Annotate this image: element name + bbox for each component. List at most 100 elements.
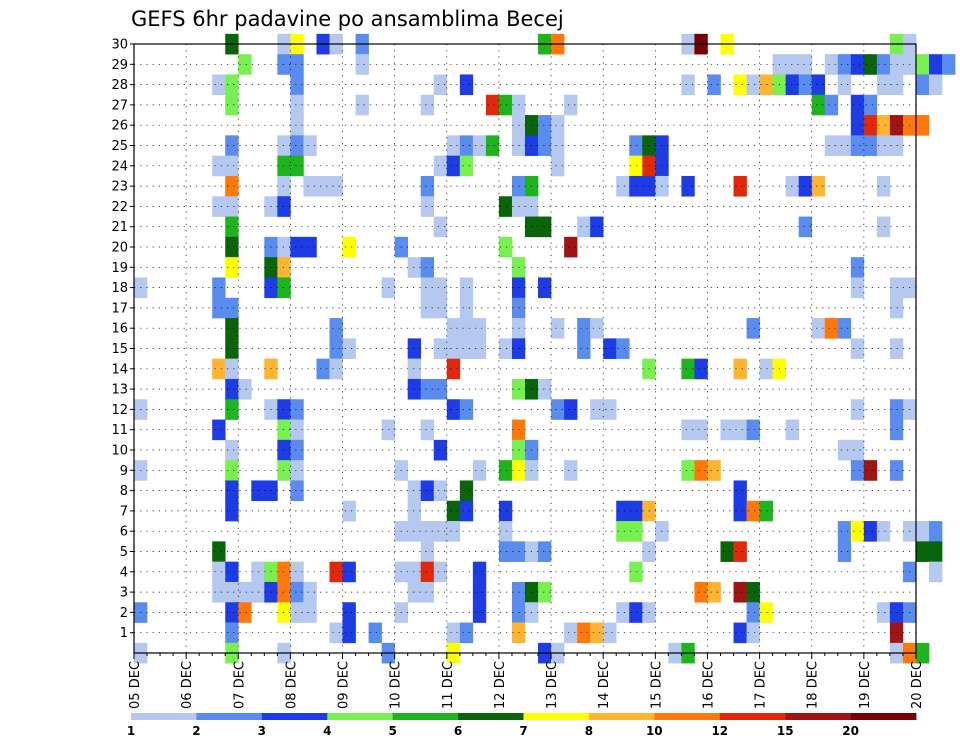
heatmap-cell (498, 521, 513, 542)
heatmap-cell (446, 318, 461, 339)
heatmap-cell (225, 602, 239, 623)
heatmap-cell (707, 74, 721, 96)
heatmap-cell (889, 115, 904, 136)
colorbar: 1 2 3 4 5 6 7 8 10 12 15 20 (127, 713, 917, 738)
y-tick-label: 26 (111, 119, 128, 134)
heatmap-cell (342, 236, 356, 258)
y-tick-label: 2 (120, 606, 128, 621)
y-tick-label: 10 (111, 444, 128, 459)
heatmap-cell (212, 419, 226, 441)
heatmap-cell (303, 602, 317, 623)
colorbar-label: 6 (454, 724, 462, 738)
heatmap-cell (407, 581, 422, 603)
heatmap-cell (342, 602, 356, 623)
heatmap-cell (329, 622, 343, 644)
heatmap-cell (889, 277, 904, 299)
heatmap-cell (290, 561, 304, 583)
heatmap-cell (498, 460, 513, 481)
y-tick-label: 15 (111, 342, 128, 357)
heatmap-cell (212, 74, 226, 96)
heatmap-cell (433, 521, 448, 542)
heatmap-cell (551, 135, 565, 156)
y-tick-label: 25 (111, 139, 128, 154)
heatmap-cell (759, 358, 773, 380)
heatmap-cell (251, 480, 265, 502)
heatmap-cell (629, 175, 643, 197)
heatmap-cell (916, 521, 930, 542)
heatmap-cell (459, 297, 474, 319)
heatmap-cell (590, 622, 604, 644)
heatmap-cell (616, 602, 630, 623)
colorbar-label: 10 (646, 724, 663, 738)
heatmap-cell (603, 622, 617, 644)
colorbar-swatch (327, 713, 394, 720)
heatmap-cell (472, 561, 487, 583)
heatmap-cell (824, 318, 839, 339)
heatmap-cell (472, 460, 487, 481)
heatmap-cell (681, 175, 695, 197)
heatmap-cell (629, 521, 643, 542)
heatmap-cell (889, 622, 904, 644)
heatmap-cell (889, 338, 904, 359)
heatmap-cell (290, 54, 304, 75)
y-tick-label: 1 (120, 626, 128, 641)
heatmap-cell (225, 297, 239, 319)
heatmap-cell (446, 399, 461, 420)
heatmap-cell (538, 581, 552, 603)
y-tick-label: 29 (111, 58, 128, 73)
heatmap-cell (277, 419, 291, 441)
heatmap-cell (564, 460, 578, 481)
heatmap-cell (433, 277, 448, 299)
y-tick-label: 28 (111, 78, 128, 93)
heatmap-cell (876, 135, 891, 156)
heatmap-cell (707, 581, 721, 603)
heatmap-cell (876, 115, 891, 136)
colorbar-label: 3 (258, 724, 266, 738)
heatmap-cell (407, 480, 422, 502)
heatmap-cell (929, 541, 943, 562)
x-tick-label: 08 DEC (284, 661, 299, 709)
heatmap-cell (616, 500, 630, 522)
heatmap-cell (277, 581, 291, 603)
heatmap-cell (707, 460, 721, 481)
heatmap-cell (746, 581, 760, 603)
heatmap-cell (733, 419, 747, 441)
heatmap-cell (407, 257, 422, 278)
heatmap-cell (225, 581, 239, 603)
heatmap-cell (225, 94, 239, 116)
heatmap-cell (577, 318, 591, 339)
heatmap-cell (316, 175, 330, 197)
heatmap-cell (916, 115, 930, 136)
y-tick-label: 8 (120, 484, 128, 499)
heatmap-cell (538, 378, 552, 400)
colorbar-label: 4 (323, 724, 331, 738)
heatmap-cell (538, 277, 552, 299)
heatmap-cell (407, 378, 422, 400)
x-tick-label: 05 DEC (128, 661, 143, 709)
heatmap-cell (407, 521, 422, 542)
heatmap-cell (850, 94, 865, 116)
heatmap-cell (290, 419, 304, 441)
heatmap-cell (759, 500, 773, 522)
heatmap-cell (238, 378, 252, 400)
heatmap-cell (459, 338, 474, 359)
heatmap-cell (225, 257, 239, 278)
heatmap-cell (577, 338, 591, 359)
colorbar-swatch (458, 713, 524, 720)
heatmap-cell (407, 561, 422, 583)
heatmap-cell (603, 399, 617, 420)
y-tick-label: 9 (120, 464, 128, 479)
heatmap-cell (863, 115, 878, 136)
heatmap-cell (746, 500, 760, 522)
heatmap-cell (459, 277, 474, 299)
heatmap-cell (277, 257, 291, 278)
x-tick-label: 20 DEC (910, 661, 925, 709)
heatmap-cell (889, 54, 904, 75)
heatmap-cell (837, 318, 852, 339)
colorbar-swatch (719, 713, 786, 720)
heatmap-cell (694, 358, 708, 380)
heatmap-cell (459, 135, 474, 156)
heatmap-cell (433, 378, 448, 400)
heatmap-cell (577, 216, 591, 238)
colorbar-label: 1 (127, 724, 135, 738)
